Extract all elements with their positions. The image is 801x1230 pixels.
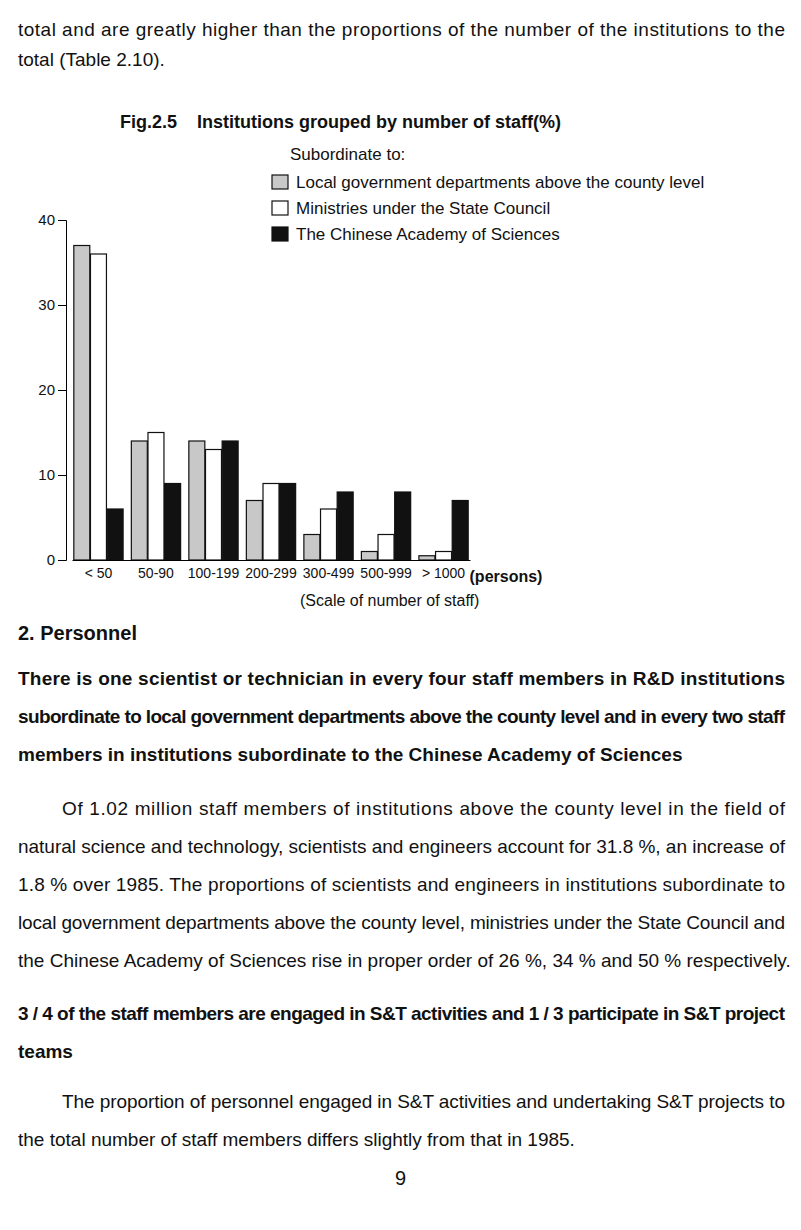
paragraph-line: Of 1.02 million staff members of institu… [62, 798, 786, 819]
body-text: total (Table 2.10). [18, 49, 165, 70]
y-tick-label: 20 [38, 381, 55, 398]
y-tick-mark [58, 560, 66, 561]
paragraph-line: teams [18, 1041, 73, 1062]
bar [74, 246, 90, 561]
bar [361, 552, 377, 561]
paragraph-line: 1.8 % over 1985. The proportions of scie… [18, 874, 785, 895]
y-axis: 0 10 20 30 40 [38, 211, 66, 568]
bar [263, 484, 279, 561]
x-axis: < 50 50-90 100-199 200-299 300-499 500-999 > 1… [73, 560, 471, 581]
legend-swatch [272, 175, 288, 189]
x-tick: 100-199 [188, 560, 240, 581]
y-tick-mark [58, 305, 66, 306]
bar [131, 441, 147, 560]
paragraph-line: natural science and technology, scientis… [18, 836, 786, 857]
y-tick: 40 [38, 211, 66, 228]
bar [395, 492, 411, 560]
annotation: (persons) [470, 568, 543, 585]
paragraph-line: the total number of staff members differ… [18, 1129, 575, 1150]
x-axis-title: (Scale of number of staff) [300, 592, 479, 609]
bar [90, 254, 106, 560]
x-tick-label: 300-499 [303, 565, 355, 581]
y-tick: 20 [38, 381, 66, 398]
bar [280, 484, 296, 561]
body-text: total and are greatly higher than the pr… [18, 19, 785, 40]
x-tick: 300-499 [303, 560, 355, 581]
bar [419, 556, 435, 560]
bar [337, 492, 353, 560]
legend-swatch [272, 201, 288, 215]
bar [148, 433, 164, 561]
y-tick-label: 10 [38, 466, 55, 483]
legend-swatch [272, 227, 288, 241]
paragraph-line: There is one scientist or technician in … [18, 668, 785, 689]
y-tick: 30 [38, 296, 66, 313]
bar [107, 509, 123, 560]
legend-label: Ministries under the State Council [296, 199, 550, 218]
paragraph-line: subordinate to local government departme… [18, 706, 786, 727]
x-tick-label: 50-90 [138, 565, 174, 581]
legend-title: Subordinate to: [290, 145, 405, 164]
page-number: 9 [395, 1167, 406, 1189]
paragraph-line: 3 / 4 of the staff members are engaged i… [18, 1003, 786, 1024]
paragraph-line: the Chinese Academy of Sciences rise in … [18, 950, 791, 971]
legend-label: The Chinese Academy of Sciences [296, 225, 560, 244]
y-tick-label: 0 [47, 551, 55, 568]
section-heading: 2. Personnel [18, 622, 137, 644]
bar [436, 552, 452, 561]
x-axis-line [73, 560, 471, 561]
y-tick-mark [58, 475, 66, 476]
x-tick-label: 100-199 [188, 565, 240, 581]
y-tick: 0 [47, 551, 66, 568]
x-tick-label: < 50 [85, 565, 113, 581]
paragraph-line: The proportion of personnel engaged in S… [62, 1091, 785, 1112]
bars [74, 246, 468, 561]
legend: Subordinate to: Local government departme… [272, 145, 704, 244]
y-tick-mark [58, 220, 66, 221]
x-tick: 50-90 [138, 560, 174, 581]
bar [246, 501, 262, 561]
chart-title: Fig.2.5 Institutions grouped by number o… [120, 112, 561, 132]
x-tick: < 50 [85, 560, 113, 581]
paragraph-line: members in institutions subordinate to t… [18, 744, 682, 765]
x-tick: 200-299 [245, 560, 297, 581]
y-tick-label: 30 [38, 296, 55, 313]
x-tick: 500-999 [360, 560, 412, 581]
bar [165, 484, 181, 561]
x-tick: > 1000 [422, 560, 465, 581]
bar [452, 501, 468, 561]
x-tick-label: 200-299 [245, 565, 297, 581]
bar [205, 450, 221, 561]
bar [378, 535, 394, 561]
bar [189, 441, 205, 560]
x-tick-label: > 1000 [422, 565, 465, 581]
y-tick-mark [58, 390, 66, 391]
paragraph-line: local government departments above the c… [18, 912, 785, 933]
bar [304, 535, 320, 561]
legend-label: Local government departments above the c… [296, 173, 704, 192]
page: total and are greatly higher than the pr… [0, 0, 801, 1230]
y-axis-line [58, 221, 67, 561]
bar [321, 509, 337, 560]
bar [222, 441, 238, 560]
x-tick-label: 500-999 [360, 565, 412, 581]
y-tick: 10 [38, 466, 66, 483]
y-tick-label: 40 [38, 211, 55, 228]
